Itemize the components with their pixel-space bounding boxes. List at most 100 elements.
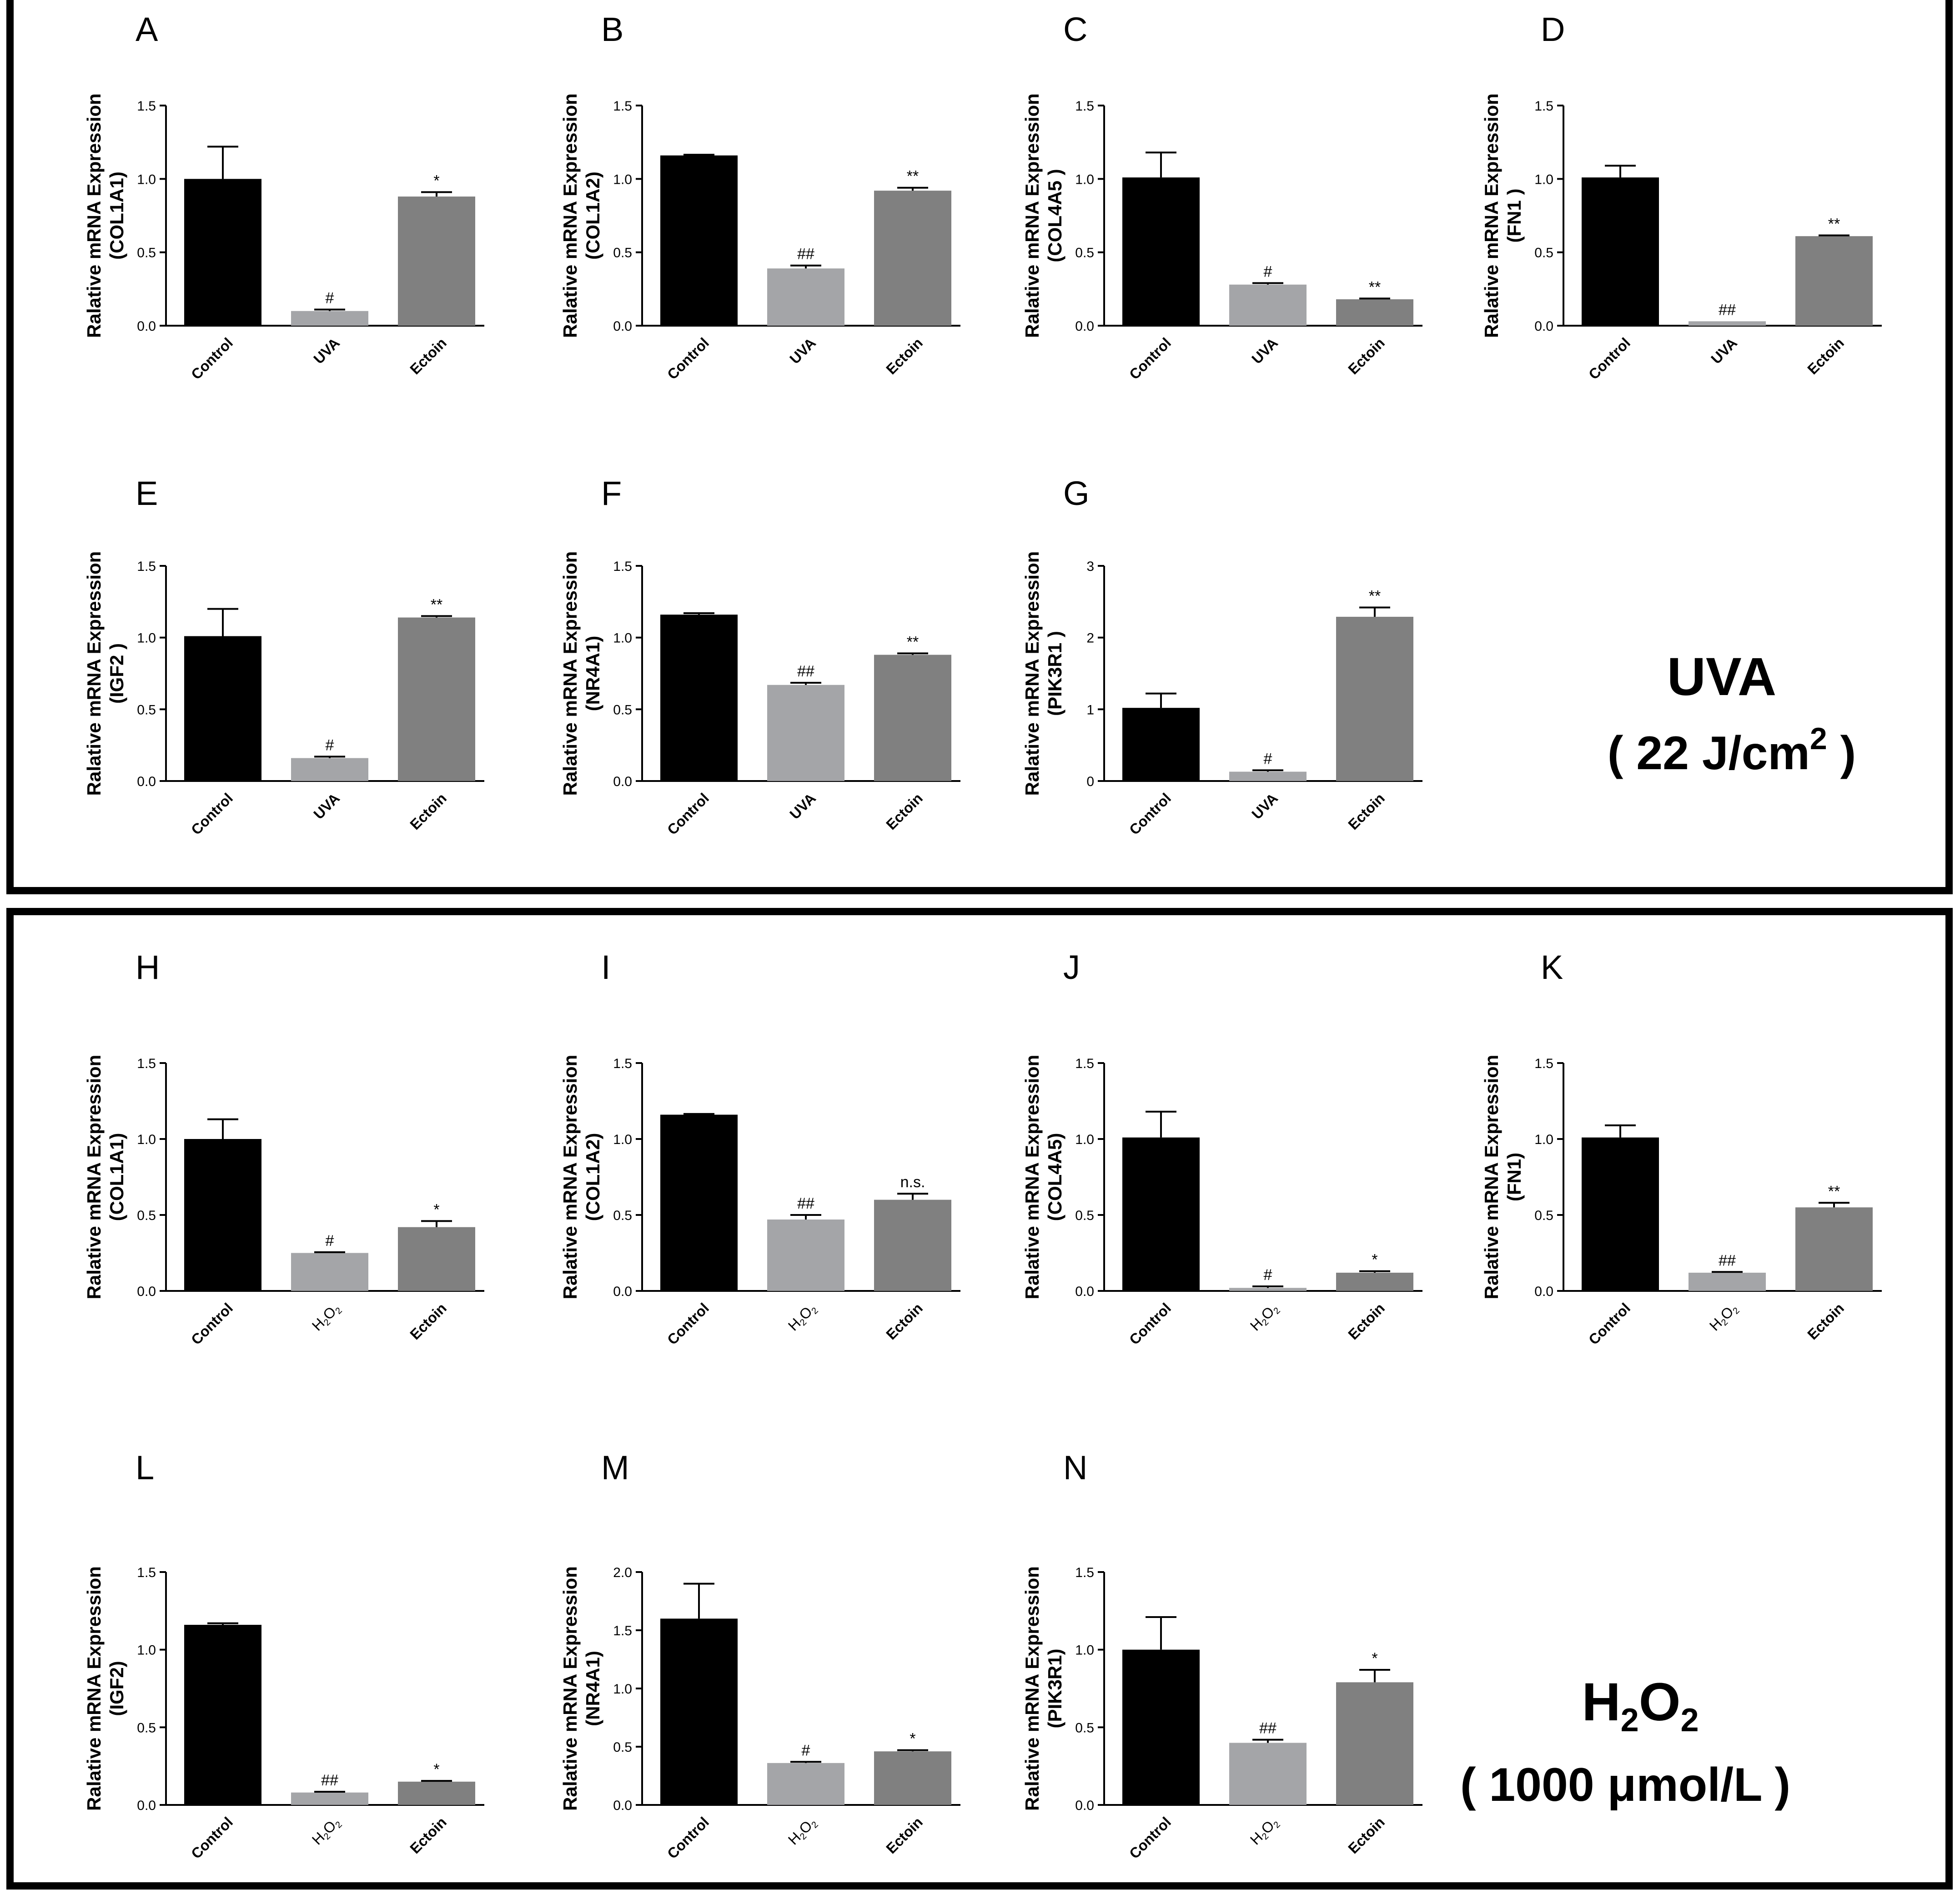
panel-letter: I — [601, 948, 611, 986]
bar-uva — [767, 268, 844, 326]
significance-marker: # — [326, 1232, 334, 1250]
category-label: Ectoin — [1345, 334, 1388, 378]
y-tick-label: 1.0 — [613, 1682, 632, 1697]
y-tick-label: 1.0 — [1075, 1132, 1094, 1147]
category-label: Control — [664, 790, 712, 838]
category-label: UVA — [1248, 334, 1281, 367]
category-label: Control — [188, 334, 236, 383]
y-tick-label: 1.0 — [137, 1643, 156, 1658]
y-axis: 0.0 0.5 1.0 1.5 — [1075, 1056, 1105, 1299]
panel-letter: F — [601, 474, 622, 512]
significance-marker: # — [802, 1742, 810, 1759]
significance-marker: ## — [1719, 1252, 1736, 1269]
category-label: Ectoin — [1345, 1814, 1388, 1857]
y-tick-label: 0.0 — [137, 774, 156, 789]
y-axis: 0.0 0.5 1.0 1.5 — [1075, 1565, 1105, 1813]
significance-marker: # — [326, 290, 334, 307]
panel-letter: D — [1541, 10, 1565, 48]
bar-h2o2 — [291, 1253, 368, 1291]
bar-h2o2 — [767, 1220, 844, 1291]
y-tick-label: 3 — [1086, 559, 1094, 574]
category-label: UVA — [786, 334, 819, 367]
chart-panel-f: F 0.0 0.5 1.0 1.5 Ralative mRNA Expression(NR… — [559, 474, 960, 838]
bar-ectoin — [874, 191, 951, 326]
y-axis-title-line2: (COL4A5) — [1044, 1133, 1065, 1221]
bar-control — [1122, 1137, 1200, 1291]
bar-uva — [1229, 284, 1307, 326]
chart-panel-m: M 0.0 0.5 1.0 1.5 2.0 Ralative mRNA Expression… — [559, 1449, 960, 1862]
y-axis-title: Ralative mRNA Expression(COL1A2) — [559, 93, 603, 338]
bar-uva — [767, 685, 844, 781]
bar-control — [1122, 1649, 1200, 1805]
y-axis-title: Ralative mRNA Expression(FN1) — [1481, 1055, 1525, 1300]
y-tick-label: 0.0 — [613, 319, 632, 334]
bar-ectoin — [874, 655, 951, 781]
y-tick-label: 0.5 — [1075, 246, 1094, 261]
significance-marker: # — [1264, 263, 1272, 280]
y-axis-title-line1: Ralative mRNA Expression — [559, 1566, 581, 1811]
significance-marker: * — [910, 1730, 915, 1748]
significance-marker: ## — [797, 246, 814, 263]
significance-marker: # — [326, 736, 334, 754]
chart-panel-e: E 0.0 0.5 1.0 1.5 Ralative mRNA Expression(IG… — [83, 474, 484, 838]
y-axis-title-line1: Ralative mRNA Expression — [83, 1055, 105, 1300]
bar-control — [660, 1114, 738, 1291]
y-axis-title: Ralative mRNA Expression(NR4A1) — [559, 551, 603, 796]
significance-marker: ** — [1369, 587, 1381, 605]
y-tick-label: 1.0 — [137, 172, 156, 187]
category-label: UVA — [1248, 790, 1281, 822]
y-axis-title-line2: (IGF2 ) — [106, 643, 127, 704]
chart-panel-d: D 0.0 0.5 1.0 1.5 Ralative mRNA Expression(FN… — [1481, 10, 1882, 383]
bar-ectoin — [874, 1199, 951, 1291]
bar-uva — [1229, 771, 1307, 781]
bar-ectoin — [1795, 1207, 1873, 1291]
y-axis: 0.0 0.5 1.0 1.5 — [1075, 99, 1105, 334]
significance-marker: ## — [1719, 301, 1736, 318]
category-label: Control — [188, 1300, 236, 1348]
y-axis-title-line2: (COL1A2) — [582, 171, 603, 260]
y-axis-title: Ralative mRNA Expression(PIK3R1) — [1021, 1566, 1065, 1811]
significance-marker: ** — [907, 633, 919, 650]
bar-control — [1122, 177, 1200, 326]
category-label: Ectoin — [407, 790, 450, 833]
category-label: Ectoin — [407, 1300, 450, 1343]
bar-uva — [291, 311, 368, 326]
chart-panel-b: B 0.0 0.5 1.0 1.5 Ralative mRNA Expression(CO… — [559, 10, 960, 383]
y-axis: 0.0 0.5 1.0 1.5 — [613, 99, 643, 334]
category-label: Control — [664, 334, 712, 383]
category-label: H2O2 — [785, 1814, 820, 1849]
y-tick-label: 0.5 — [137, 702, 156, 717]
uva-dose-superscript: 2 — [1810, 721, 1827, 756]
bar-ectoin — [1336, 1272, 1413, 1291]
y-axis-title-line1: Ralative mRNA Expression — [83, 93, 105, 338]
h2o2-title-o: O — [1639, 1672, 1681, 1732]
y-axis-title: Ralative mRNA Expression(FN1 ) — [1481, 93, 1525, 338]
y-axis-title-line2: (COL1A2) — [582, 1133, 603, 1221]
significance-marker: ## — [797, 663, 814, 680]
bar-ectoin — [1795, 236, 1873, 326]
y-tick-label: 1.5 — [1534, 1056, 1553, 1071]
category-label: Ectoin — [883, 1814, 926, 1857]
y-tick-label: 0.5 — [613, 246, 632, 261]
bar-h2o2 — [291, 1792, 368, 1805]
panel-letter: H — [136, 948, 160, 986]
chart-panel-h: H 0.0 0.5 1.0 1.5 Ralative mRNA Expression(CO… — [83, 948, 484, 1348]
y-axis-title: Ralative mRNA Expression(IGF2) — [83, 1566, 127, 1811]
bar-uva — [291, 758, 368, 781]
category-label: UVA — [786, 790, 819, 822]
h2o2-title-h: H — [1582, 1672, 1620, 1732]
category-label: Control — [664, 1814, 712, 1862]
category-label: Control — [188, 1814, 236, 1862]
panel-letter: K — [1541, 948, 1563, 986]
significance-marker: # — [1264, 1266, 1272, 1284]
category-label: Ectoin — [883, 1300, 926, 1343]
significance-marker: * — [1372, 1650, 1377, 1667]
bar-ectoin — [1336, 1682, 1413, 1805]
h2o2-condition-label: H2O2 ( 1000 μmol/L ) — [1460, 1672, 1790, 1811]
significance-marker: ** — [1828, 1183, 1840, 1200]
category-label: Ectoin — [883, 334, 926, 378]
chart-panel-c: C 0.0 0.5 1.0 1.5 Ralative mRNA Expression(CO… — [1021, 10, 1422, 383]
bar-control — [660, 155, 738, 326]
y-tick-label: 1.5 — [613, 1623, 632, 1638]
y-axis-title-line1: Ralative mRNA Expression — [1021, 551, 1043, 796]
